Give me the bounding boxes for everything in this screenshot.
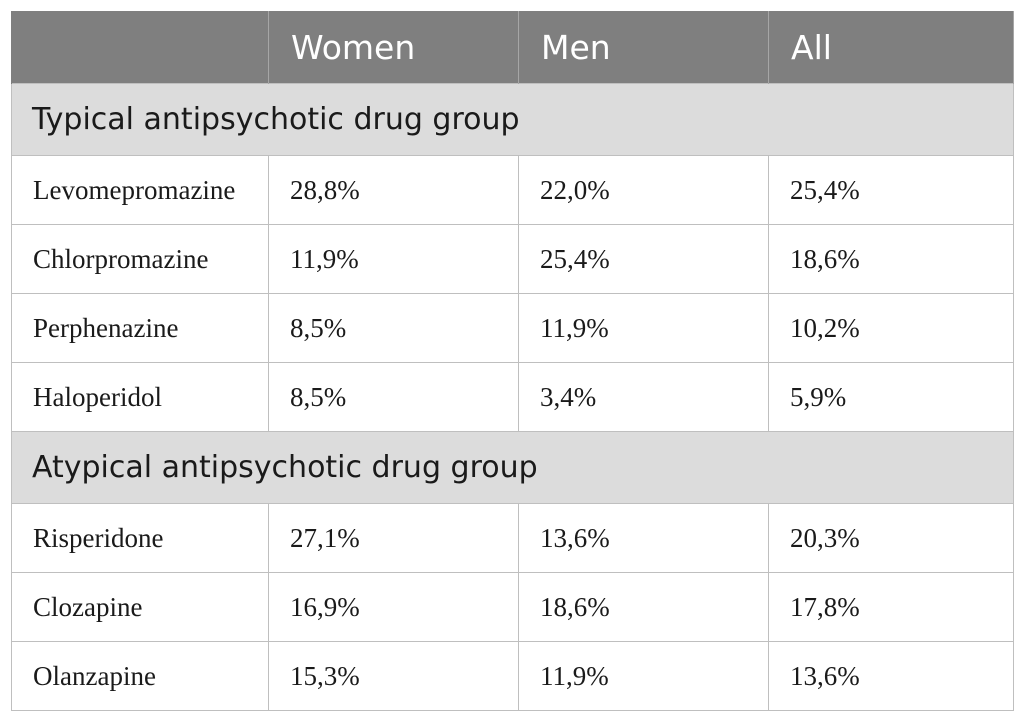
all-value-cell: 25,4% <box>768 155 1014 225</box>
women-value-cell: 8,5% <box>268 293 519 363</box>
drug-name-cell: Risperidone <box>11 503 269 573</box>
table-row: Chlorpromazine 11,9% 25,4% 18,6% <box>11 224 1014 294</box>
all-value-cell: 10,2% <box>768 293 1014 363</box>
all-value-cell: 5,9% <box>768 362 1014 432</box>
header-cell-men: Men <box>518 11 769 84</box>
group-title-typical: Typical antipsychotic drug group <box>11 83 1014 156</box>
all-value-cell: 17,8% <box>768 572 1014 642</box>
table-row: Olanzapine 15,3% 11,9% 13,6% <box>11 641 1014 711</box>
table-row: Clozapine 16,9% 18,6% 17,8% <box>11 572 1014 642</box>
group-row-typical: Typical antipsychotic drug group <box>11 83 1014 156</box>
women-value-cell: 27,1% <box>268 503 519 573</box>
table-row: Risperidone 27,1% 13,6% 20,3% <box>11 503 1014 573</box>
antipsychotic-usage-table: Women Men All Typical antipsychotic drug… <box>11 11 1014 711</box>
group-row-atypical: Atypical antipsychotic drug group <box>11 431 1014 504</box>
men-value-cell: 3,4% <box>518 362 769 432</box>
all-value-cell: 20,3% <box>768 503 1014 573</box>
men-value-cell: 22,0% <box>518 155 769 225</box>
header-row: Women Men All <box>11 11 1014 84</box>
table-row: Levomepromazine 28,8% 22,0% 25,4% <box>11 155 1014 225</box>
women-value-cell: 8,5% <box>268 362 519 432</box>
men-value-cell: 11,9% <box>518 641 769 711</box>
drug-name-cell: Clozapine <box>11 572 269 642</box>
drug-name-cell: Haloperidol <box>11 362 269 432</box>
header-cell-all: All <box>768 11 1014 84</box>
all-value-cell: 13,6% <box>768 641 1014 711</box>
table-row: Haloperidol 8,5% 3,4% 5,9% <box>11 362 1014 432</box>
antipsychotic-usage-table-container: Women Men All Typical antipsychotic drug… <box>11 11 1014 711</box>
header-cell-blank <box>11 11 269 84</box>
drug-name-cell: Olanzapine <box>11 641 269 711</box>
women-value-cell: 11,9% <box>268 224 519 294</box>
header-cell-women: Women <box>268 11 519 84</box>
group-title-atypical: Atypical antipsychotic drug group <box>11 431 1014 504</box>
men-value-cell: 13,6% <box>518 503 769 573</box>
drug-name-cell: Chlorpromazine <box>11 224 269 294</box>
women-value-cell: 15,3% <box>268 641 519 711</box>
table-header: Women Men All <box>11 11 1014 84</box>
men-value-cell: 18,6% <box>518 572 769 642</box>
drug-name-cell: Levomepromazine <box>11 155 269 225</box>
table-row: Perphenazine 8,5% 11,9% 10,2% <box>11 293 1014 363</box>
women-value-cell: 28,8% <box>268 155 519 225</box>
men-value-cell: 11,9% <box>518 293 769 363</box>
drug-name-cell: Perphenazine <box>11 293 269 363</box>
women-value-cell: 16,9% <box>268 572 519 642</box>
men-value-cell: 25,4% <box>518 224 769 294</box>
table-body: Typical antipsychotic drug group Levomep… <box>11 83 1014 711</box>
all-value-cell: 18,6% <box>768 224 1014 294</box>
